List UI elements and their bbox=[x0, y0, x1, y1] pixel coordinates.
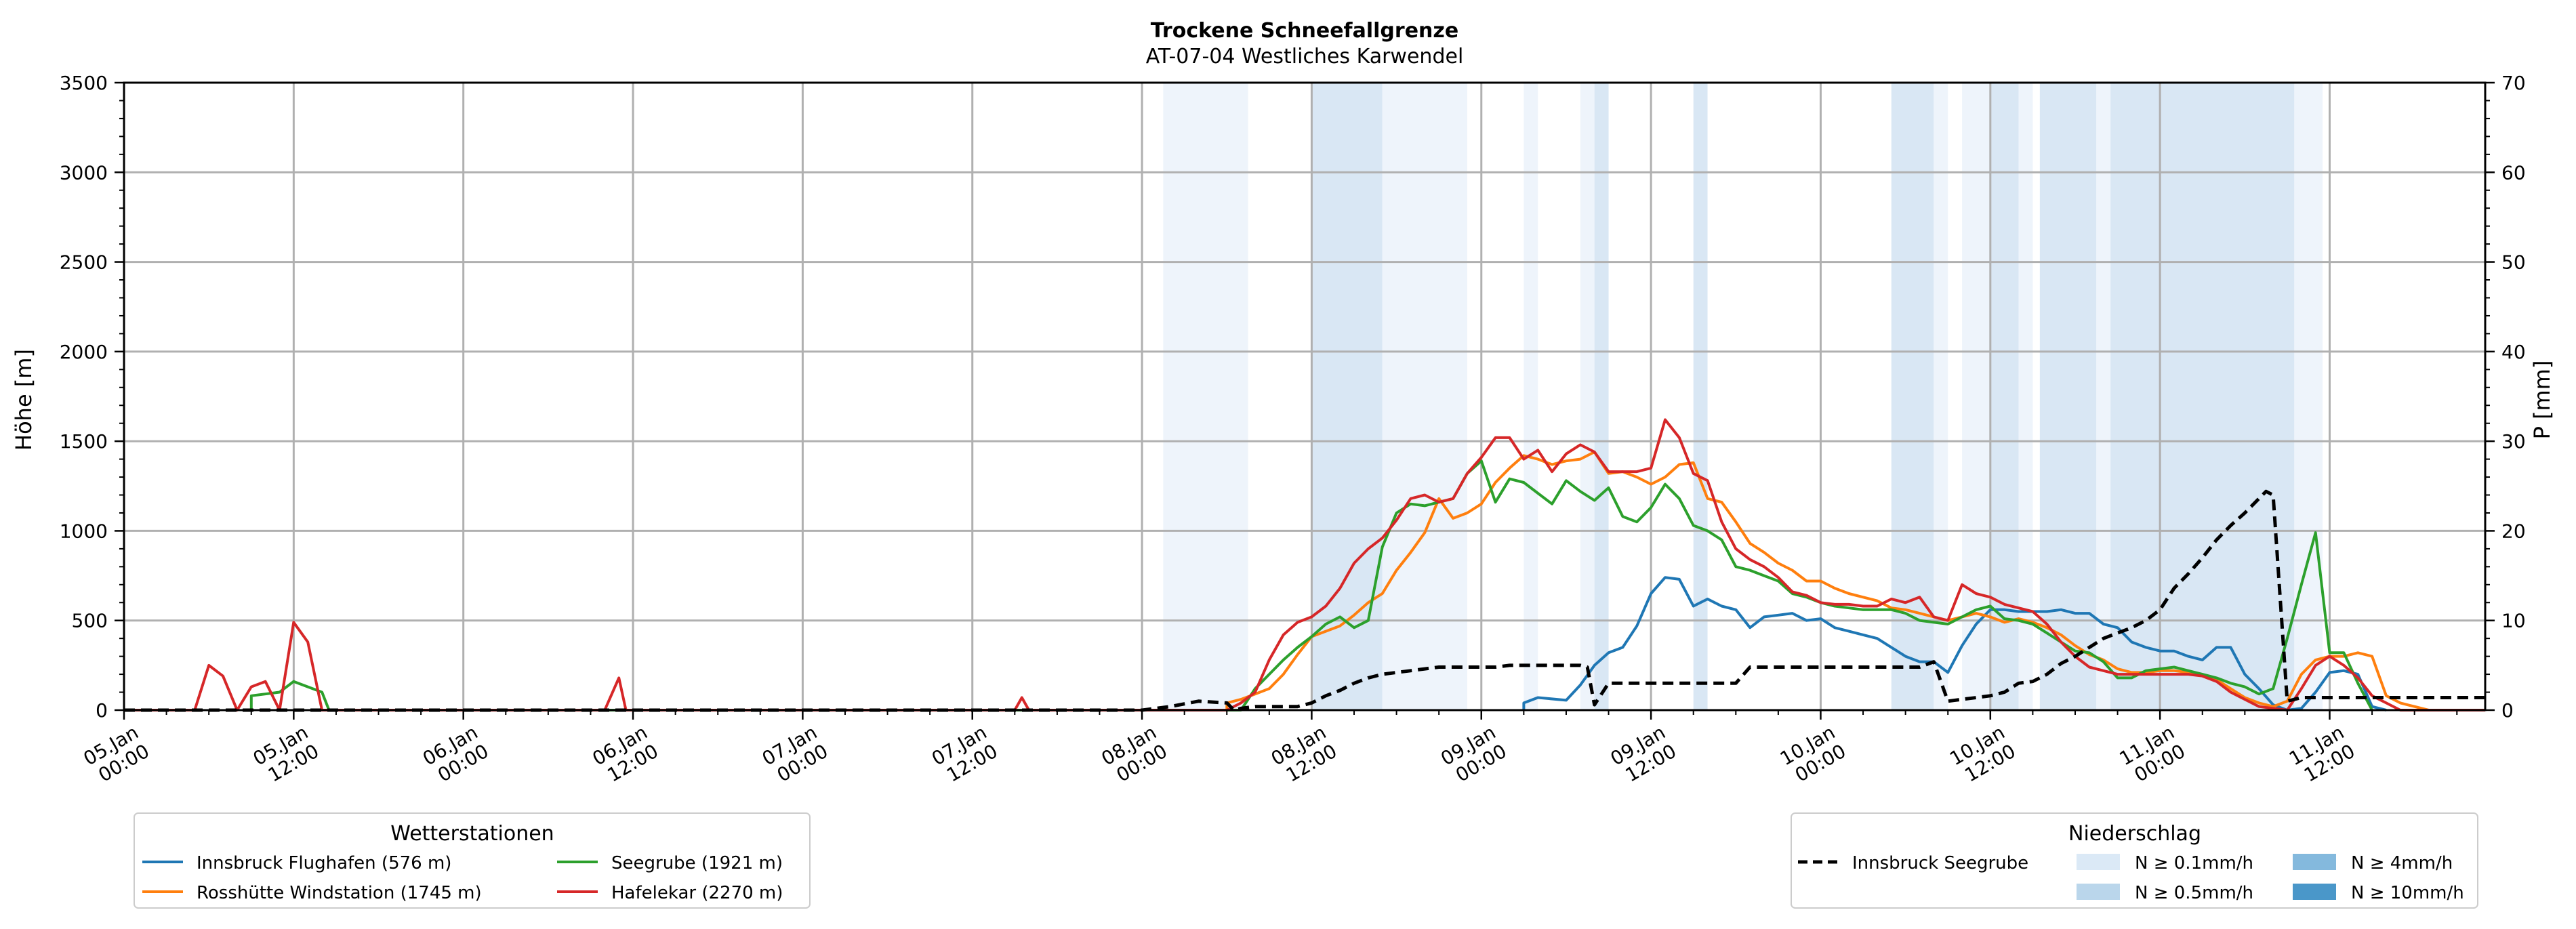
precip-band-1 bbox=[1311, 83, 1383, 710]
precip-band-3 bbox=[1524, 83, 1538, 710]
precip-band-2 bbox=[1382, 83, 1467, 710]
legend-label-precip-10: N ≥ 10mm/h bbox=[2351, 883, 2464, 903]
precip-band-5 bbox=[1594, 83, 1609, 710]
precip-band-11 bbox=[2018, 83, 2033, 710]
y-tick-label-6: 3000 bbox=[60, 161, 108, 184]
chart-title: Trockene Schneefallgrenze bbox=[1151, 19, 1458, 43]
legend-label-seegrube: Seegrube (1921 m) bbox=[611, 853, 783, 873]
legend-label-innsbruck-flughafen: Innsbruck Flughafen (576 m) bbox=[197, 853, 451, 873]
legend-stations-title: Wetterstationen bbox=[390, 822, 554, 846]
precip-band-10 bbox=[1990, 83, 2019, 710]
plot-frame bbox=[123, 81, 2487, 711]
legend-label-rosshuette: Rosshütte Windstation (1745 m) bbox=[197, 883, 482, 903]
y2-tick-label-0: 0 bbox=[2501, 699, 2514, 722]
y-tick-label-4: 2000 bbox=[60, 341, 108, 363]
y2-tick-label-6: 60 bbox=[2501, 161, 2526, 184]
series-line-seegrube-1921-m bbox=[249, 459, 2373, 711]
y-tick-label-3: 1500 bbox=[60, 430, 108, 453]
y2-axis-label: P [mm] bbox=[2529, 360, 2555, 440]
precip-band-4 bbox=[1580, 83, 1595, 710]
precip-band-9 bbox=[1962, 83, 1990, 710]
series-line-innsbruck-flughafen-576-m bbox=[1522, 576, 2387, 711]
y-axis-label: Höhe [m] bbox=[11, 349, 37, 451]
y-tick-label-5: 2500 bbox=[60, 251, 108, 274]
precip-band-0 bbox=[1163, 83, 1248, 710]
legend-swatch-precip-4 bbox=[2293, 854, 2336, 870]
series-line-rossh-tte-windstation-1745-m bbox=[1225, 451, 2430, 711]
y2-tick-label-2: 20 bbox=[2501, 520, 2526, 542]
legend-precip-title: Niederschlag bbox=[2068, 822, 2201, 846]
y2-tick-label-3: 30 bbox=[2501, 430, 2526, 453]
precip-band-8 bbox=[1934, 83, 1948, 710]
precip-band-14 bbox=[2110, 83, 2295, 710]
precip-band-6 bbox=[1693, 83, 1708, 710]
legend-label-precip-0.1: N ≥ 0.1mm/h bbox=[2135, 853, 2253, 873]
y-tick-label-2: 1000 bbox=[60, 520, 108, 542]
legend-swatch-precip-10 bbox=[2293, 884, 2336, 900]
legend-stations-box bbox=[134, 812, 811, 909]
precip-band-13 bbox=[2096, 83, 2111, 710]
legend-label-innsbruck-seegrube: Innsbruck Seegrube bbox=[1852, 853, 2028, 873]
legend-precip: Niederschlag Innsbruck Seegrube N ≥ 0.1m… bbox=[1791, 812, 2478, 909]
legend-swatch-precip-0.5 bbox=[2077, 884, 2120, 900]
precipitation-bands bbox=[1163, 83, 2323, 710]
y2-tick-label-5: 50 bbox=[2501, 251, 2526, 274]
legend-swatch-precip-0.1 bbox=[2077, 854, 2120, 870]
legend-label-precip-4: N ≥ 4mm/h bbox=[2351, 853, 2453, 873]
y-tick-label-1: 500 bbox=[72, 610, 108, 632]
precip-band-15 bbox=[2294, 83, 2323, 710]
y-tick-label-0: 0 bbox=[96, 699, 108, 722]
legend-label-hafelekar: Hafelekar (2270 m) bbox=[611, 883, 783, 903]
legend-stations: Wetterstationen Innsbruck Flughafen (576… bbox=[134, 812, 811, 909]
y2-tick-label-7: 70 bbox=[2501, 72, 2526, 94]
series-line-innsbruck-seegrube bbox=[124, 489, 2485, 712]
y-tick-label-7: 3500 bbox=[60, 72, 108, 94]
legend-label-precip-0.5: N ≥ 0.5mm/h bbox=[2135, 883, 2253, 903]
chart-subtitle: AT-07-04 Westliches Karwendel bbox=[1146, 45, 1464, 68]
y2-tick-label-4: 40 bbox=[2501, 341, 2526, 363]
y2-tick-label-1: 10 bbox=[2501, 610, 2526, 632]
precip-band-12 bbox=[2039, 83, 2097, 710]
